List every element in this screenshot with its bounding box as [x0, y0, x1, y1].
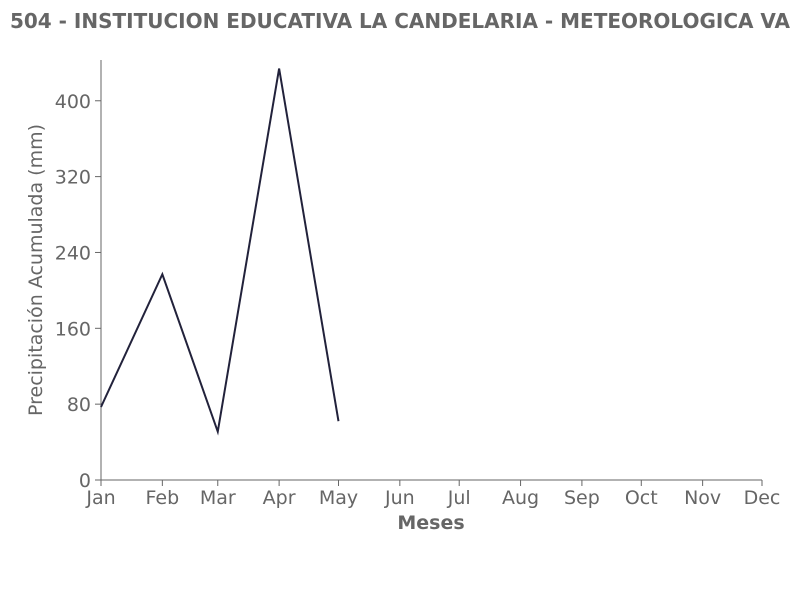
y-tick-label: 160	[55, 318, 91, 340]
x-tick-label: Sep	[564, 487, 600, 509]
x-tick-label: May	[319, 487, 358, 509]
y-axis-label: Precipitación Acumulada (mm)	[25, 124, 47, 416]
x-tick-label: Nov	[684, 487, 721, 509]
x-tick-label: Dec	[744, 487, 781, 509]
x-tick-label: Apr	[263, 487, 296, 509]
x-tick-label: Jun	[384, 487, 415, 509]
y-tick-label: 240	[55, 242, 91, 264]
x-tick-label: Jan	[85, 487, 115, 509]
x-tick-label: Feb	[146, 487, 180, 509]
y-tick-label: 400	[55, 91, 91, 113]
x-tick-label: Mar	[200, 487, 236, 509]
x-axis-label: Meses	[397, 512, 464, 534]
y-tick-label: 320	[55, 167, 91, 189]
x-tick-label: Aug	[502, 487, 539, 509]
data-line	[100, 68, 340, 436]
y-tick-label: 80	[67, 394, 91, 416]
y-tick-label: 0	[79, 470, 91, 492]
chart-title: 504 - INSTITUCION EDUCATIVA LA CANDELARI…	[10, 9, 791, 33]
x-tick-label: Oct	[625, 487, 658, 509]
x-tick-label: Jul	[447, 487, 471, 509]
